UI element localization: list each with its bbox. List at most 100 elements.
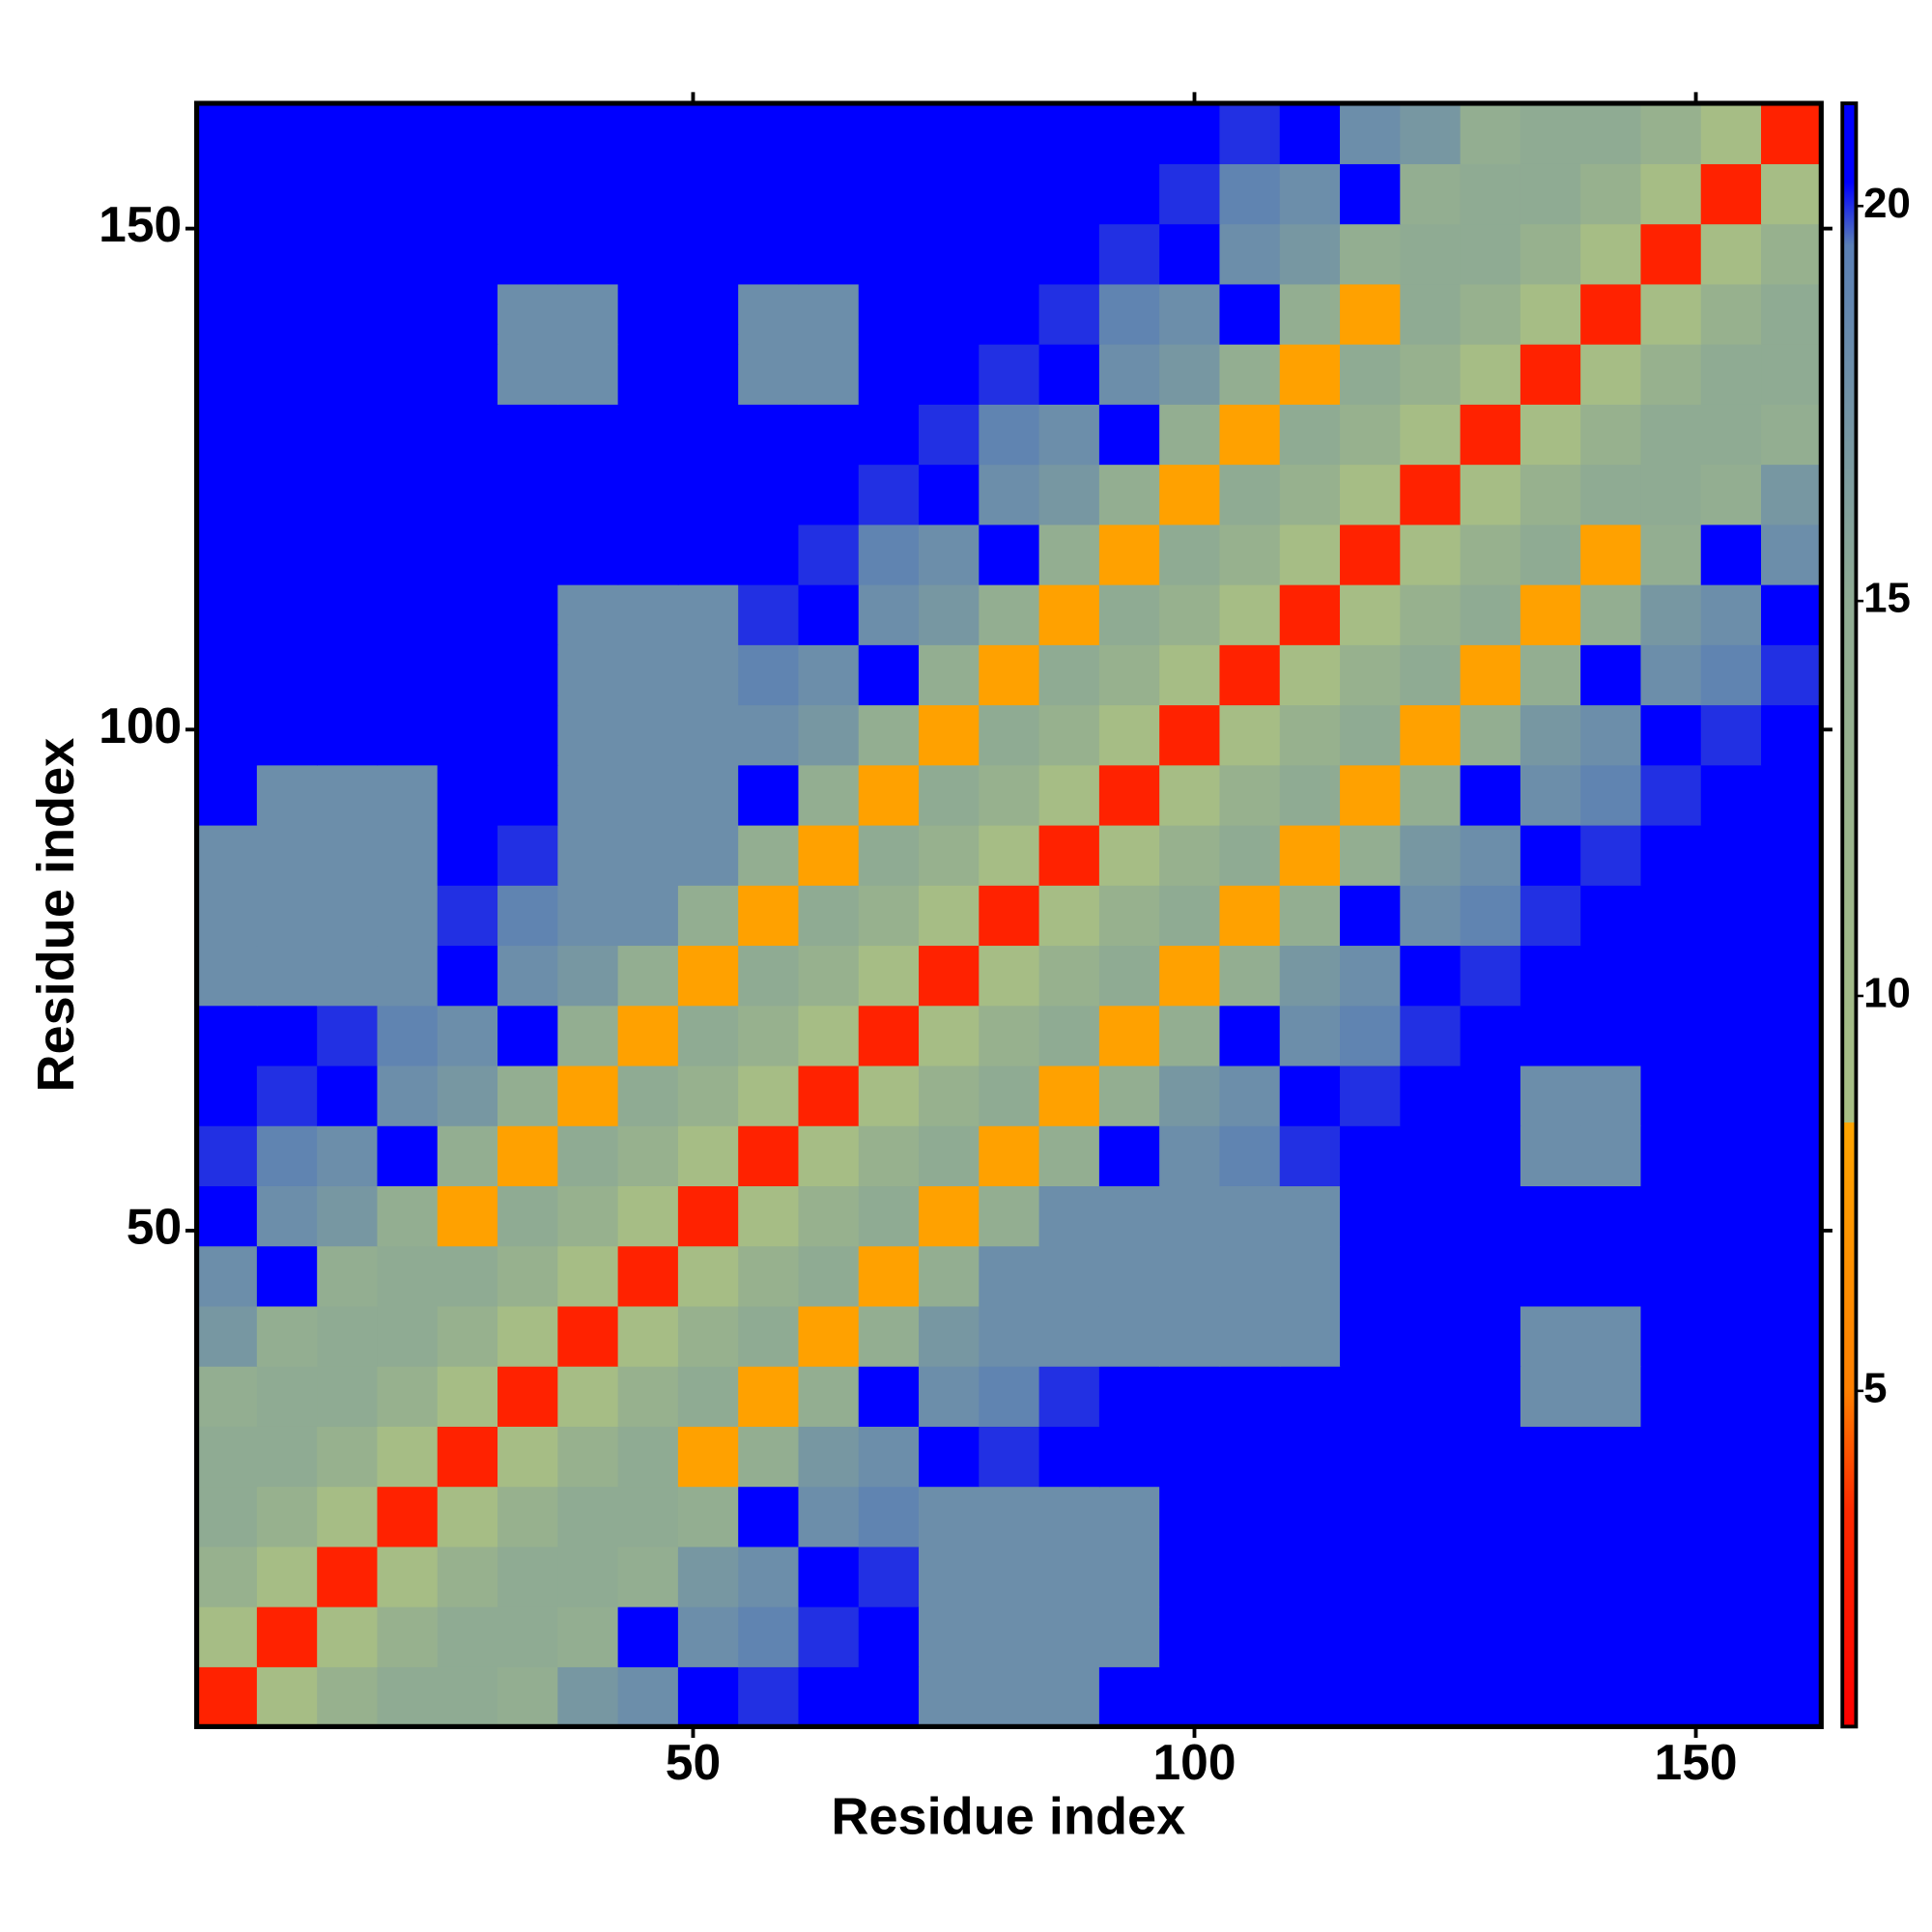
heatmap-cell: [1159, 764, 1221, 826]
heatmap-cell: [919, 764, 980, 826]
heatmap-cell: [437, 1245, 498, 1307]
heatmap-cell: [979, 1124, 1040, 1187]
heatmap-cell: [858, 524, 920, 585]
heatmap-cell: [1700, 1365, 1762, 1427]
heatmap-cell: [1400, 583, 1462, 645]
heatmap-cell: [497, 102, 559, 164]
heatmap-cell: [1640, 1305, 1702, 1367]
heatmap-cell: [738, 1605, 800, 1667]
heatmap-cell: [317, 464, 379, 526]
heatmap-cell: [1038, 1245, 1100, 1307]
heatmap-cell: [1340, 1245, 1402, 1307]
heatmap-cell: [979, 945, 1040, 1007]
heatmap-cell: [1640, 1486, 1702, 1548]
heatmap-cell: [798, 1065, 860, 1126]
heatmap-cell: [1219, 223, 1281, 285]
heatmap-cell: [979, 223, 1040, 285]
heatmap-cell: [557, 223, 619, 285]
heatmap-cell: [1038, 464, 1100, 526]
heatmap-cell: [437, 404, 498, 466]
heatmap-cell: [196, 102, 258, 164]
heatmap-cell: [1640, 1124, 1702, 1187]
heatmap-cell: [617, 1605, 679, 1667]
heatmap-cell: [1219, 1546, 1281, 1607]
heatmap-cell: [1340, 1305, 1402, 1367]
heatmap-cell: [1340, 343, 1402, 405]
heatmap-cell: [1580, 102, 1642, 164]
heatmap-cell: [256, 223, 318, 285]
heatmap-cell: [1098, 1426, 1160, 1488]
heatmap-cell: [1279, 102, 1341, 164]
heatmap-cell: [557, 704, 619, 766]
heatmap-cell: [256, 583, 318, 645]
heatmap-cell: [1400, 885, 1462, 947]
heatmap-cell: [979, 1605, 1040, 1667]
heatmap-cell: [1460, 885, 1521, 947]
heatmap-cell: [677, 1546, 739, 1607]
heatmap-cell: [557, 1245, 619, 1307]
heatmap-cell: [979, 1486, 1040, 1548]
heatmap-cell: [196, 1605, 258, 1667]
heatmap-cell: [1580, 1124, 1642, 1187]
heatmap-cell: [858, 583, 920, 645]
heatmap-cell: [437, 1005, 498, 1066]
heatmap-cell: [1700, 1185, 1762, 1247]
heatmap-cell: [1159, 1666, 1221, 1728]
heatmap-cell: [1219, 1185, 1281, 1247]
heatmap-cell: [557, 283, 619, 345]
heatmap-cell: [1219, 824, 1281, 886]
heatmap-cell: [1159, 102, 1221, 164]
heatmap-cell: [617, 1426, 679, 1488]
heatmap-cell: [196, 1546, 258, 1607]
y-tick-label: 150: [99, 196, 182, 252]
heatmap-cell: [497, 163, 559, 225]
heatmap-cell: [317, 1365, 379, 1427]
heatmap-cell: [1460, 102, 1521, 164]
heatmap-cell: [1340, 704, 1402, 766]
heatmap-cell: [617, 283, 679, 345]
heatmap-cell: [979, 1185, 1040, 1247]
heatmap-cell: [317, 223, 379, 285]
heatmap-cell: [617, 764, 679, 826]
heatmap-cell: [256, 524, 318, 585]
heatmap-cell: [317, 1065, 379, 1126]
heatmap-cell: [1159, 824, 1221, 886]
heatmap-cell: [1520, 704, 1581, 766]
heatmap-cell: [1520, 102, 1581, 164]
heatmap-cell: [919, 1666, 980, 1728]
heatmap-cell: [979, 1365, 1040, 1427]
heatmap-cell: [1098, 1005, 1160, 1066]
heatmap-cell: [1159, 885, 1221, 947]
x-axis-title: Residue index: [831, 1787, 1185, 1845]
heatmap-cell: [1460, 1666, 1521, 1728]
heatmap-cell: [1340, 524, 1402, 585]
heatmap-cell: [798, 1666, 860, 1728]
heatmap-cell: [1219, 1124, 1281, 1187]
heatmap-cell: [256, 1185, 318, 1247]
heatmap-cell: [1700, 1005, 1762, 1066]
heatmap-cell: [617, 1065, 679, 1126]
heatmap-cell: [1098, 1546, 1160, 1607]
heatmap-cell: [738, 223, 800, 285]
heatmap-cell: [798, 1245, 860, 1307]
heatmap-cell: [1279, 1486, 1341, 1548]
heatmap-cell: [1098, 1666, 1160, 1728]
heatmap-cell: [979, 1426, 1040, 1488]
heatmap-cell: [557, 524, 619, 585]
heatmap-cell: [196, 283, 258, 345]
heatmap-cell: [1761, 1245, 1823, 1307]
heatmap-cell: [798, 102, 860, 164]
heatmap-cell: [377, 1124, 439, 1187]
heatmap-cell: [798, 644, 860, 706]
heatmap-cell: [1400, 704, 1462, 766]
heatmap-cell: [1279, 1185, 1341, 1247]
heatmap-cell: [196, 524, 258, 585]
heatmap-cell: [317, 404, 379, 466]
heatmap-cell: [196, 704, 258, 766]
heatmap-cell: [497, 1005, 559, 1066]
heatmap-cell: [919, 885, 980, 947]
heatmap-cell: [1460, 644, 1521, 706]
x-tick-label: 50: [666, 1734, 721, 1790]
heatmap-cell: [919, 1124, 980, 1187]
